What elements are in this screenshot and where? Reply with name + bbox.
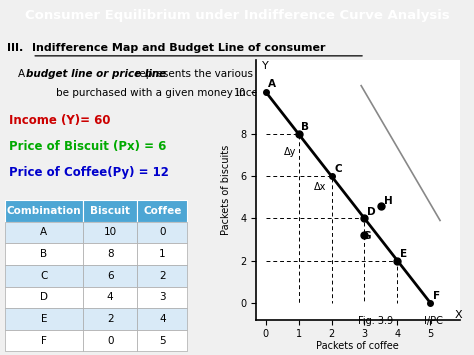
Text: C: C — [334, 164, 342, 174]
X-axis label: Packets of coffee: Packets of coffee — [317, 340, 399, 351]
Text: E: E — [400, 249, 407, 259]
Text: 4: 4 — [107, 292, 113, 302]
Text: Indifference Map and Budget Line of consumer: Indifference Map and Budget Line of cons… — [32, 43, 326, 53]
Text: D: D — [367, 207, 376, 217]
Bar — [137, 330, 187, 351]
Text: 2: 2 — [107, 314, 113, 324]
Text: Price of Coffee(Py) = 12: Price of Coffee(Py) = 12 — [9, 166, 169, 179]
Text: D: D — [40, 292, 48, 302]
Text: III.: III. — [7, 43, 23, 53]
Text: Income (Y)= 60: Income (Y)= 60 — [9, 114, 111, 127]
Text: 0: 0 — [159, 228, 165, 237]
Text: Combination: Combination — [7, 206, 81, 216]
Text: E: E — [41, 314, 47, 324]
Text: Δx: Δx — [313, 182, 326, 192]
Bar — [5, 308, 83, 330]
Text: 5: 5 — [159, 335, 165, 346]
Text: Coffee: Coffee — [143, 206, 182, 216]
Text: 10: 10 — [104, 228, 117, 237]
Bar — [5, 222, 83, 243]
Bar — [137, 243, 187, 265]
Bar — [137, 222, 187, 243]
Bar — [137, 286, 187, 308]
Bar — [83, 265, 137, 286]
Text: be purchased with a given money income and assumed prices of goods".: be purchased with a given money income a… — [56, 88, 438, 98]
Bar — [83, 286, 137, 308]
Bar — [83, 330, 137, 351]
Text: budget line or price line: budget line or price line — [26, 69, 166, 79]
Bar — [83, 200, 137, 222]
Bar — [137, 200, 187, 222]
Text: Fig. 3.9: Fig. 3.9 — [358, 316, 393, 326]
Text: Δy: Δy — [284, 147, 296, 157]
Bar — [5, 265, 83, 286]
Bar — [83, 243, 137, 265]
Bar — [5, 200, 83, 222]
Bar — [83, 308, 137, 330]
Text: B: B — [301, 121, 310, 132]
Text: C: C — [40, 271, 47, 281]
Bar — [137, 308, 187, 330]
Text: A: A — [268, 79, 276, 89]
Text: X: X — [455, 310, 463, 320]
Text: G: G — [363, 231, 371, 241]
Text: 6: 6 — [107, 271, 113, 281]
Text: 1: 1 — [159, 249, 165, 259]
Text: F: F — [433, 290, 440, 301]
Bar — [5, 286, 83, 308]
Text: Biscuit: Biscuit — [90, 206, 130, 216]
Text: A: A — [18, 69, 28, 79]
Bar — [137, 265, 187, 286]
Text: F: F — [41, 335, 47, 346]
Text: represents the various combinations of two goods which can: represents the various combinations of t… — [132, 69, 453, 79]
Text: 0: 0 — [107, 335, 113, 346]
Text: A: A — [40, 228, 47, 237]
Text: 3: 3 — [159, 292, 165, 302]
Text: 8: 8 — [107, 249, 113, 259]
Text: Y: Y — [263, 61, 269, 71]
Text: Price of Biscuit (Px) = 6: Price of Biscuit (Px) = 6 — [9, 140, 167, 153]
Text: 4: 4 — [159, 314, 165, 324]
Y-axis label: Packets of biscuits: Packets of biscuits — [221, 145, 231, 235]
Bar — [5, 330, 83, 351]
Bar — [83, 222, 137, 243]
Bar — [5, 243, 83, 265]
Text: 2: 2 — [159, 271, 165, 281]
Text: B: B — [40, 249, 47, 259]
Text: I/PC: I/PC — [424, 316, 443, 326]
Text: Consumer Equilibrium under Indifference Curve Analysis: Consumer Equilibrium under Indifference … — [25, 10, 449, 22]
Text: H: H — [384, 196, 393, 206]
